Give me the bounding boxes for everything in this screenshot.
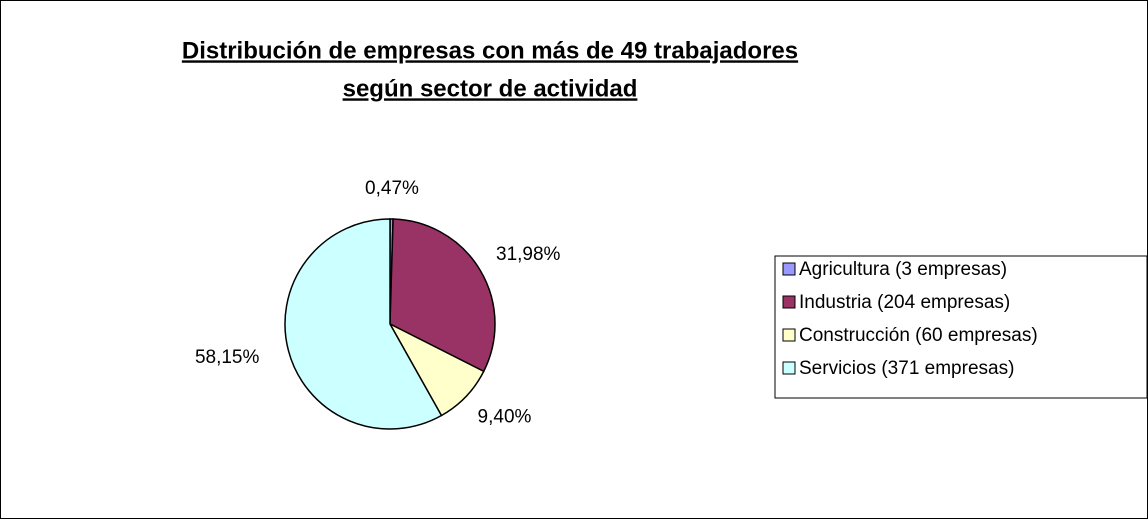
value-label: 31,98%	[496, 244, 561, 265]
pie-slice	[389, 218, 496, 373]
legend-box	[774, 255, 1148, 399]
pie-slice	[284, 218, 443, 430]
chart-title: según sector de actividad	[343, 75, 638, 102]
legend-swatch	[782, 328, 796, 342]
value-label: 9,40%	[478, 406, 532, 427]
legend-label: Construcción (60 empresas)	[799, 325, 1038, 346]
legend-swatch	[782, 361, 796, 375]
legend-swatch	[782, 295, 796, 309]
value-label: 58,15%	[195, 347, 260, 368]
value-label: 0,47%	[365, 178, 419, 199]
legend-label: Agricultura (3 empresas)	[799, 259, 1007, 280]
chart-title: Distribución de empresas con más de 49 t…	[182, 37, 798, 64]
legend-swatch	[782, 262, 796, 276]
legend-label: Industria (204 empresas)	[799, 292, 1010, 313]
legend-label: Servicios (371 empresas)	[799, 358, 1014, 379]
